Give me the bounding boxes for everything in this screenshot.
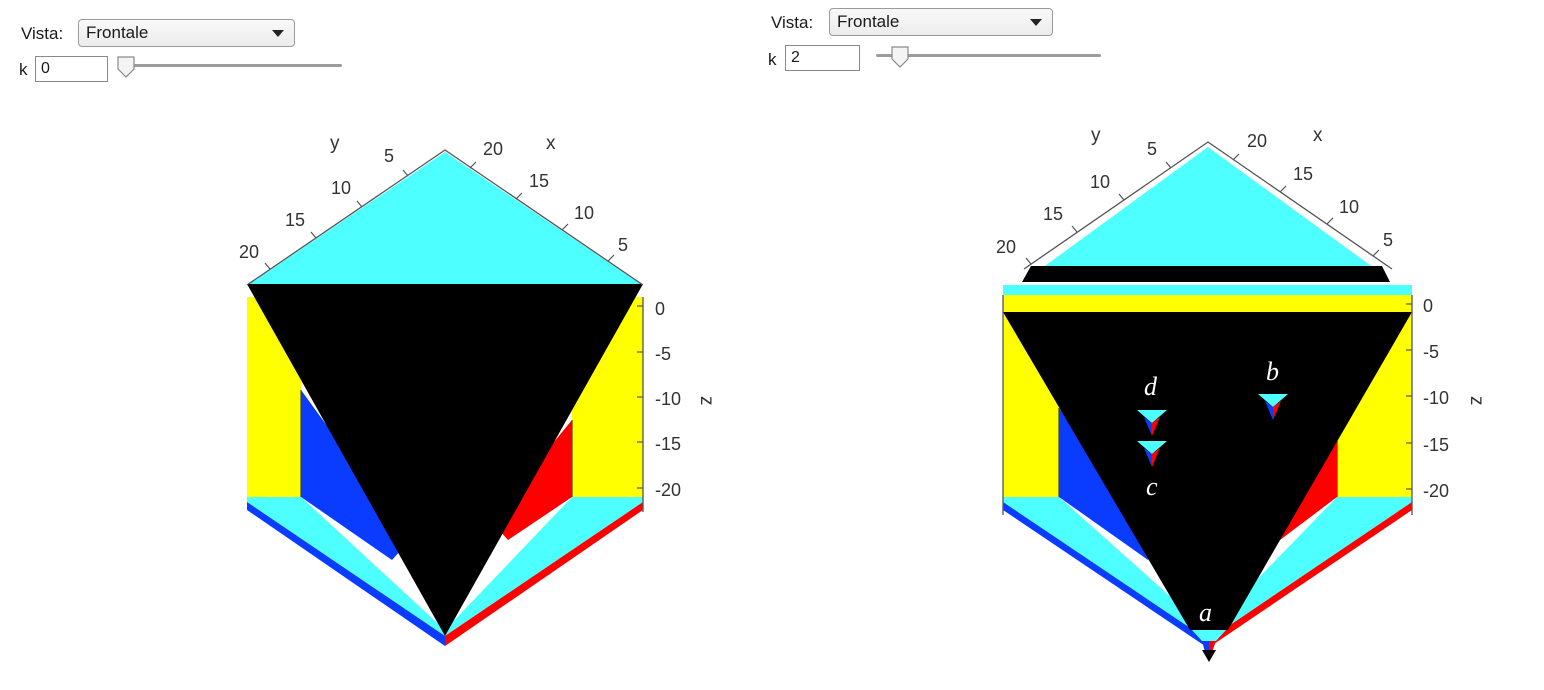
x-tick-label: 10 bbox=[574, 203, 594, 223]
z-tick-label: -15 bbox=[655, 434, 681, 454]
y-tick-label: 10 bbox=[331, 178, 351, 198]
y-tick-label: 15 bbox=[1043, 204, 1063, 224]
pyramid-a-red bbox=[1209, 641, 1216, 652]
k-slider-thumb[interactable] bbox=[117, 56, 135, 78]
y-tick-label: 15 bbox=[285, 210, 305, 230]
y-axis-label: y bbox=[330, 133, 340, 154]
blue-edge bbox=[247, 502, 445, 646]
annotation-d: d bbox=[1144, 372, 1158, 401]
axes-frame bbox=[1002, 141, 1413, 515]
x-axis-label: x bbox=[1313, 125, 1323, 146]
pyramid-c bbox=[1137, 441, 1167, 467]
x-axis-label: x bbox=[546, 133, 556, 154]
y-tick-label: 20 bbox=[996, 237, 1016, 257]
vista-dropdown[interactable]: Frontale bbox=[78, 19, 295, 47]
chevron-down-icon bbox=[272, 30, 284, 37]
x-tick-label: 15 bbox=[529, 171, 549, 191]
black-triangle bbox=[247, 284, 643, 636]
pyramid-a-blue bbox=[1202, 641, 1209, 652]
x-tick-label: 15 bbox=[1293, 164, 1313, 184]
z-tick-marks bbox=[1406, 303, 1412, 490]
y-tick-marks bbox=[264, 169, 409, 270]
x-tick-label: 20 bbox=[483, 139, 503, 159]
axes-frame bbox=[246, 149, 644, 512]
annotation-b: b bbox=[1266, 357, 1279, 386]
top-face bbox=[1027, 147, 1389, 279]
k-slider-thumb[interactable] bbox=[891, 46, 909, 68]
z-tick-label: -5 bbox=[1423, 342, 1439, 362]
y-tick-label: 20 bbox=[239, 242, 259, 262]
vista-selected-value: Frontale bbox=[86, 23, 149, 42]
z-axis-label: z bbox=[1466, 396, 1487, 406]
red-edge bbox=[445, 502, 643, 646]
annotation-a: a bbox=[1199, 598, 1212, 627]
right-panel: Vista: Frontale k 2 bbox=[750, 0, 1522, 690]
z-tick-label: -10 bbox=[1423, 388, 1449, 408]
vista-dropdown[interactable]: Frontale bbox=[829, 8, 1053, 36]
pyramid-d bbox=[1137, 410, 1167, 436]
k-label: k bbox=[19, 60, 28, 79]
z-tick-label: -10 bbox=[655, 389, 681, 409]
y-tick-marks bbox=[1025, 161, 1172, 265]
z-tick-label: -20 bbox=[655, 480, 681, 500]
chevron-down-icon bbox=[1030, 19, 1042, 26]
k-slider-track[interactable] bbox=[876, 54, 1101, 57]
z-tick-label: -20 bbox=[1423, 481, 1449, 501]
black-triangle bbox=[1003, 312, 1412, 630]
pyramid-a-tip bbox=[1202, 650, 1216, 662]
vista-label: Vista: bbox=[21, 24, 64, 43]
x-tick-label: 10 bbox=[1339, 197, 1359, 217]
red-edge bbox=[1208, 502, 1412, 648]
y-axis-label: y bbox=[1091, 125, 1101, 146]
3d-plot-left: y x z 5 10 15 20 20 15 10 5 0 -5 -10 -15… bbox=[239, 133, 717, 646]
yellow-band bbox=[1003, 295, 1412, 313]
k-label: k bbox=[768, 50, 777, 69]
y-tick-label: 10 bbox=[1090, 172, 1110, 192]
top-face bbox=[248, 152, 642, 285]
vista-label: Vista: bbox=[771, 13, 814, 32]
cyan-strip bbox=[1003, 285, 1412, 295]
z-tick-label: -15 bbox=[1423, 435, 1449, 455]
z-tick-label: 0 bbox=[655, 299, 665, 319]
y-tick-label: 5 bbox=[384, 146, 394, 166]
bottom-face bbox=[1003, 497, 1412, 640]
k-input[interactable]: 0 bbox=[35, 56, 108, 82]
blue-edge bbox=[1003, 502, 1208, 648]
y-tick-label: 5 bbox=[1147, 139, 1157, 159]
z-axis-label: z bbox=[696, 396, 717, 406]
annotation-c: c bbox=[1146, 472, 1158, 501]
bottom-face bbox=[247, 497, 643, 636]
z-tick-marks bbox=[637, 305, 643, 489]
top-black-band bbox=[1022, 266, 1390, 282]
z-tick-label: 0 bbox=[1423, 296, 1433, 316]
k-input[interactable]: 2 bbox=[785, 45, 860, 71]
z-tick-label: -5 bbox=[655, 344, 671, 364]
x-tick-marks bbox=[469, 161, 615, 262]
x-tick-marks bbox=[1232, 153, 1380, 257]
left-panel: Vista: Frontale k 0 bbox=[19, 19, 717, 646]
vista-selected-value: Frontale bbox=[837, 12, 900, 31]
pyramid-a-top bbox=[1192, 630, 1226, 641]
pyramid-b bbox=[1258, 394, 1288, 420]
x-tick-label: 5 bbox=[618, 235, 628, 255]
x-tick-label: 20 bbox=[1247, 131, 1267, 151]
k-slider-track[interactable] bbox=[120, 64, 342, 67]
3d-plot-right: y x z 5 10 15 20 20 15 10 5 0 -5 -10 -15… bbox=[996, 125, 1487, 662]
x-tick-label: 5 bbox=[1383, 230, 1393, 250]
